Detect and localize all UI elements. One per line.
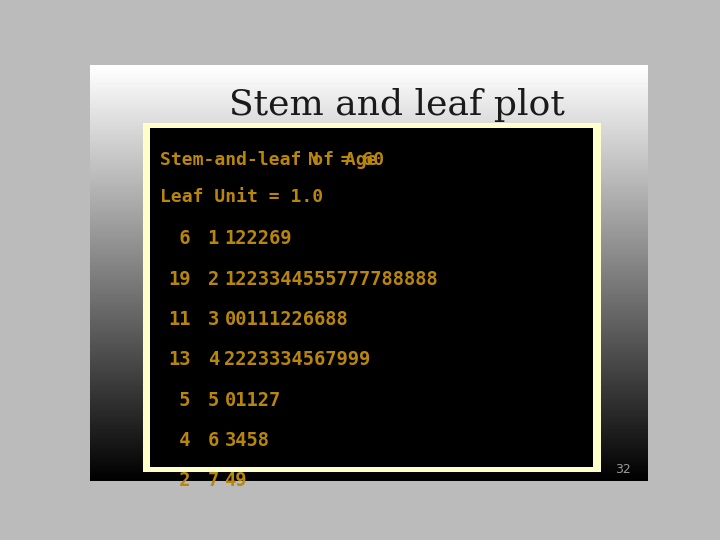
Bar <box>150 129 593 467</box>
Text: 4: 4 <box>168 431 191 450</box>
Text: 122269: 122269 <box>225 230 292 248</box>
Text: 01127: 01127 <box>225 391 281 410</box>
Text: 7: 7 <box>208 471 219 490</box>
Text: 1223344555777788888: 1223344555777788888 <box>225 270 438 289</box>
Text: 6: 6 <box>168 230 191 248</box>
Text: 2: 2 <box>208 270 219 289</box>
Text: 5: 5 <box>208 391 219 410</box>
Text: Leaf Unit = 1.0: Leaf Unit = 1.0 <box>161 188 323 206</box>
Text: 19: 19 <box>168 270 191 289</box>
Text: 3458: 3458 <box>225 431 269 450</box>
Text: 00111226688: 00111226688 <box>225 310 348 329</box>
Text: 4: 4 <box>208 350 219 369</box>
Text: 32: 32 <box>616 463 631 476</box>
Text: Stem and leaf plot: Stem and leaf plot <box>229 87 564 122</box>
Bar <box>143 123 600 472</box>
Text: 11: 11 <box>168 310 191 329</box>
Text: 13: 13 <box>168 350 191 369</box>
Text: 49: 49 <box>225 471 247 490</box>
Text: 6: 6 <box>208 431 219 450</box>
Text: 1: 1 <box>208 230 219 248</box>
Text: Stem-and-leaf of Age: Stem-and-leaf of Age <box>161 151 378 169</box>
Text: N  = 60: N = 60 <box>308 151 384 169</box>
Text: 3: 3 <box>208 310 219 329</box>
Text: 2223334567999: 2223334567999 <box>225 350 371 369</box>
Text: 2: 2 <box>168 471 191 490</box>
Text: 5: 5 <box>168 391 191 410</box>
